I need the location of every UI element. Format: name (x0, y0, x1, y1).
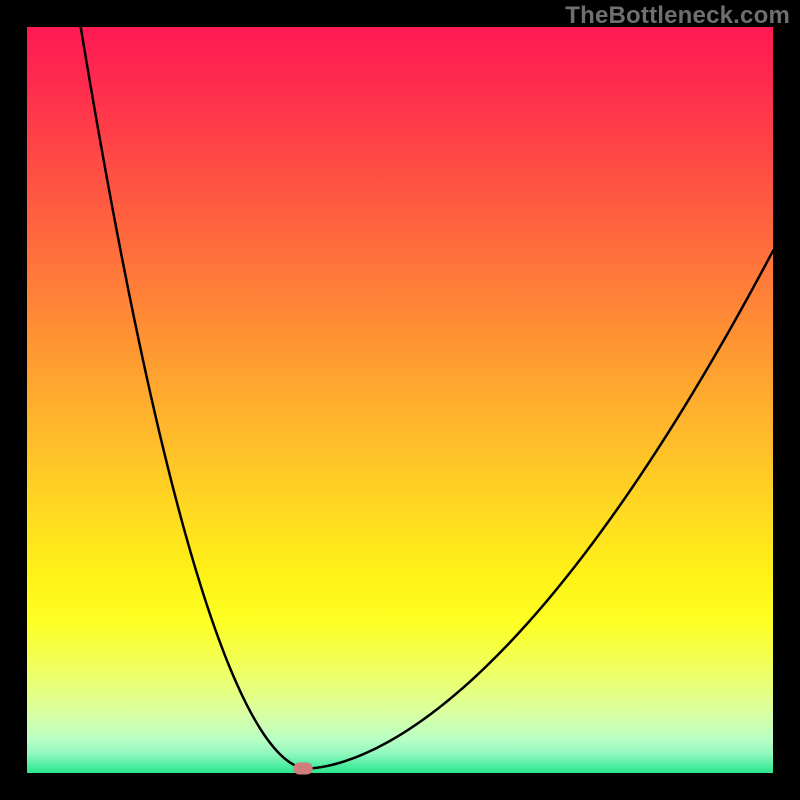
plot-background (27, 27, 773, 773)
chart-frame: TheBottleneck.com (0, 0, 800, 800)
watermark-text: TheBottleneck.com (565, 2, 790, 30)
bottleneck-chart (0, 0, 800, 800)
optimal-point-marker (293, 763, 312, 775)
